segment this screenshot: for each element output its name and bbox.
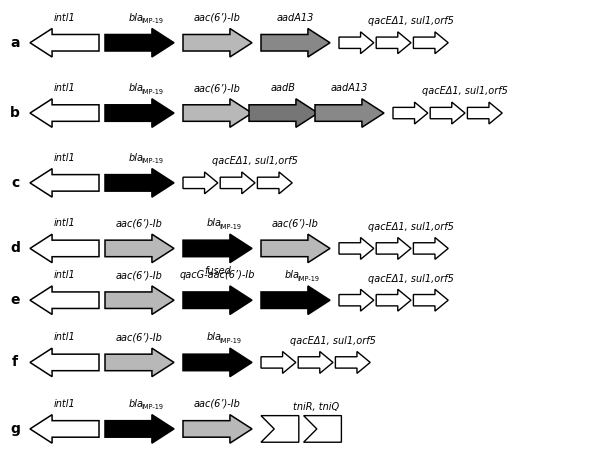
Polygon shape	[220, 172, 255, 194]
Polygon shape	[304, 416, 341, 442]
Text: aac(6’)-Ib: aac(6’)-Ib	[116, 218, 163, 228]
Polygon shape	[183, 286, 252, 314]
Text: qacEΔ1, sul1,orf5: qacEΔ1, sul1,orf5	[422, 86, 508, 96]
Text: bla: bla	[207, 332, 222, 342]
Text: IMP-19: IMP-19	[142, 18, 164, 24]
Polygon shape	[105, 415, 174, 443]
Polygon shape	[183, 28, 252, 57]
Polygon shape	[261, 416, 299, 442]
Polygon shape	[315, 99, 384, 127]
Polygon shape	[298, 352, 333, 373]
Polygon shape	[30, 169, 99, 197]
Text: a: a	[10, 36, 20, 50]
Text: e: e	[10, 293, 20, 307]
Polygon shape	[183, 172, 218, 194]
Polygon shape	[261, 286, 330, 314]
Polygon shape	[376, 238, 411, 259]
Polygon shape	[257, 172, 292, 194]
Polygon shape	[261, 352, 296, 373]
Polygon shape	[376, 32, 411, 54]
Text: aac(6’)-Ib: aac(6’)-Ib	[194, 83, 241, 93]
Polygon shape	[105, 348, 174, 377]
Text: qacEΔ1, sul1,orf5: qacEΔ1, sul1,orf5	[368, 274, 454, 284]
Text: aadA13: aadA13	[331, 83, 368, 93]
Polygon shape	[376, 289, 411, 311]
Text: aadB: aadB	[271, 83, 296, 93]
Polygon shape	[30, 415, 99, 443]
Text: bla: bla	[207, 218, 222, 228]
Text: bla: bla	[129, 153, 144, 163]
Text: IMP-19: IMP-19	[142, 404, 164, 410]
Polygon shape	[105, 234, 174, 263]
Polygon shape	[413, 238, 448, 259]
Text: IMP-19: IMP-19	[220, 338, 242, 344]
Text: g: g	[10, 422, 20, 436]
Polygon shape	[261, 28, 330, 57]
Polygon shape	[183, 234, 252, 263]
Text: IMP-19: IMP-19	[298, 276, 320, 282]
Text: bla: bla	[285, 270, 300, 280]
Text: intl1: intl1	[53, 13, 76, 23]
Text: f: f	[12, 355, 18, 370]
Polygon shape	[467, 102, 502, 124]
Text: fused: fused	[204, 266, 231, 276]
Text: qacEΔ1, sul1,orf5: qacEΔ1, sul1,orf5	[212, 156, 298, 166]
Text: IMP-19: IMP-19	[220, 224, 242, 230]
Polygon shape	[430, 102, 465, 124]
Polygon shape	[105, 99, 174, 127]
Polygon shape	[183, 99, 252, 127]
Text: intl1: intl1	[53, 270, 76, 280]
Text: IMP-19: IMP-19	[142, 88, 164, 95]
Text: bla: bla	[129, 399, 144, 409]
Text: intl1: intl1	[53, 399, 76, 409]
Polygon shape	[339, 32, 374, 54]
Text: aac(6’)-Ib: aac(6’)-Ib	[272, 218, 319, 228]
Text: qacEΔ1, sul1,orf5: qacEΔ1, sul1,orf5	[368, 222, 454, 232]
Polygon shape	[105, 169, 174, 197]
Polygon shape	[261, 234, 330, 263]
Polygon shape	[339, 238, 374, 259]
Polygon shape	[183, 415, 252, 443]
Polygon shape	[30, 99, 99, 127]
Polygon shape	[30, 348, 99, 377]
Text: aac(6’)-Ib: aac(6’)-Ib	[116, 270, 163, 280]
Text: aadA13: aadA13	[277, 13, 314, 23]
Polygon shape	[249, 99, 318, 127]
Text: IMP-19: IMP-19	[142, 158, 164, 164]
Text: d: d	[10, 241, 20, 256]
Text: tniR, tniQ: tniR, tniQ	[293, 402, 338, 412]
Text: aac(6’)-Ib: aac(6’)-Ib	[116, 332, 163, 342]
Text: c: c	[11, 176, 19, 190]
Text: intl1: intl1	[53, 83, 76, 93]
Polygon shape	[105, 28, 174, 57]
Text: aac(6’)-Ib: aac(6’)-Ib	[194, 399, 241, 409]
Text: b: b	[10, 106, 20, 120]
Polygon shape	[30, 28, 99, 57]
Text: intl1: intl1	[53, 218, 76, 228]
Text: qacG-aac(6’)-Ib: qacG-aac(6’)-Ib	[180, 270, 255, 280]
Polygon shape	[183, 348, 252, 377]
Polygon shape	[413, 32, 448, 54]
Text: bla: bla	[129, 83, 144, 93]
Polygon shape	[30, 234, 99, 263]
Polygon shape	[335, 352, 370, 373]
Polygon shape	[339, 289, 374, 311]
Text: intl1: intl1	[53, 332, 76, 342]
Polygon shape	[393, 102, 428, 124]
Polygon shape	[30, 286, 99, 314]
Text: qacEΔ1, sul1,orf5: qacEΔ1, sul1,orf5	[290, 336, 376, 346]
Polygon shape	[413, 289, 448, 311]
Text: bla: bla	[129, 13, 144, 23]
Text: aac(6’)-Ib: aac(6’)-Ib	[194, 13, 241, 23]
Text: qacEΔ1, sul1,orf5: qacEΔ1, sul1,orf5	[368, 16, 454, 26]
Polygon shape	[105, 286, 174, 314]
Text: intl1: intl1	[53, 153, 76, 163]
